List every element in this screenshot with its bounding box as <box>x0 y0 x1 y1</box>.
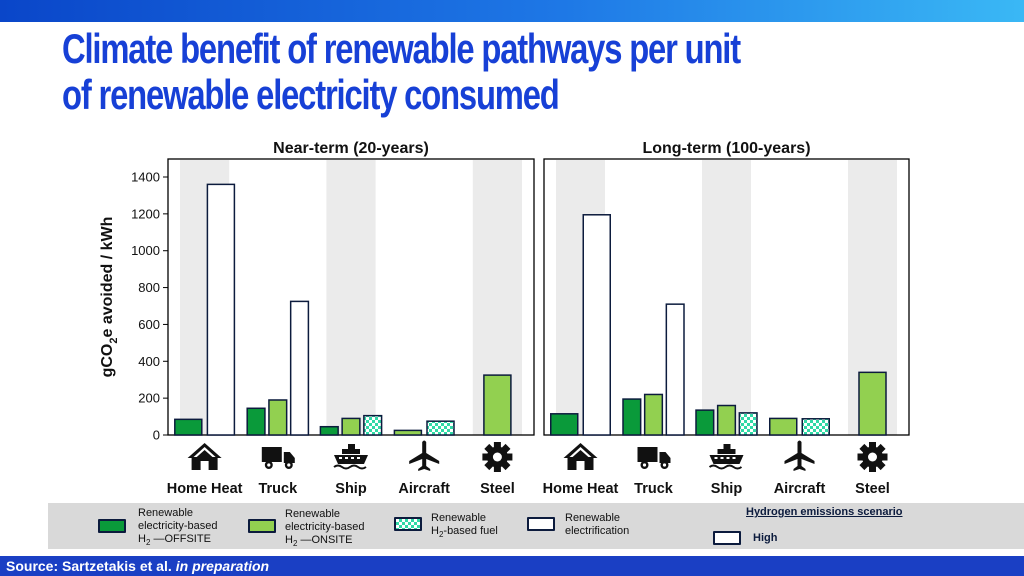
y-tick-label: 1000 <box>131 243 160 258</box>
y-axis-label: gCO2e avoided / kWh <box>99 217 120 378</box>
legend-label-h2fuel: Renewable H2-based fuel <box>431 512 498 540</box>
bar-p2-aircraft-onsite <box>769 417 798 436</box>
x-label-ship: Ship <box>711 481 743 497</box>
bar-p1-truck-onsite <box>268 399 288 436</box>
legend-label-onsite: Renewable electricity-based H2 —ONSITE <box>285 508 365 549</box>
bar-p2-aircraft-h2fuel <box>801 418 830 436</box>
bar-p2-home-heat-offsite <box>550 413 579 436</box>
home-icon <box>187 443 222 470</box>
ship-icon <box>333 444 368 470</box>
slide-title: Climate benefit of renewable pathways pe… <box>62 25 741 118</box>
bar-p2-steel-onsite <box>858 371 887 436</box>
x-label-truck: Truck <box>258 481 298 497</box>
bar-p1-ship-offsite <box>319 425 339 436</box>
y-tick-label: 1400 <box>131 170 160 185</box>
bar-p1-aircraft-h2fuel <box>426 420 455 436</box>
x-label-ship: Ship <box>335 481 367 497</box>
x-label-aircraft: Aircraft <box>774 481 826 497</box>
gear-icon <box>857 442 888 472</box>
source-status: in preparation <box>175 558 270 574</box>
source-footer: Source: Sartzetakis et al. in preparation <box>0 556 1024 576</box>
title-line-1: Climate benefit of renewable pathways pe… <box>62 25 741 72</box>
band-ship <box>326 160 376 435</box>
y-tick-label: 600 <box>138 317 160 332</box>
bar-p2-ship-h2fuel <box>738 412 758 436</box>
y-tick-label: 800 <box>138 280 160 295</box>
bar-p1-truck-offsite <box>246 407 266 436</box>
legend-label-high: High <box>753 532 778 544</box>
bar-p2-truck-electrification <box>665 303 685 436</box>
panel-title-1: Near-term (20-years) <box>273 140 429 157</box>
top-gradient-bar <box>0 0 1024 22</box>
band-ship <box>702 160 751 435</box>
truck-icon <box>261 447 295 469</box>
ship-icon <box>708 444 744 470</box>
y-tick-label: 200 <box>138 391 160 406</box>
y-tick-label: 400 <box>138 354 160 369</box>
x-label-home-heat: Home Heat <box>543 481 619 497</box>
legend-swatch-offsite <box>98 519 126 533</box>
truck-icon <box>637 447 671 469</box>
airplane-icon <box>784 440 815 471</box>
bar-p1-ship-h2fuel <box>363 414 383 436</box>
y-tick-label: 1200 <box>131 206 160 221</box>
chart-svg: Near-term (20-years) 0 200 400 600 800 1000 120… <box>99 140 910 497</box>
legend-swatch-h2fuel <box>394 517 422 531</box>
legend-label-electrification: Renewable electrification <box>565 512 630 537</box>
title-line-2: of renewable electricity consumed <box>62 71 560 118</box>
home-icon <box>563 443 598 470</box>
bar-p2-ship-onsite <box>716 404 737 436</box>
legend-swatch-high <box>713 531 741 545</box>
x-label-aircraft: Aircraft <box>398 481 450 497</box>
bar-p2-home-heat-electrification <box>582 214 611 436</box>
bar-p1-home-heat-offsite <box>174 418 203 436</box>
x-label-truck: Truck <box>634 481 674 497</box>
x-label-steel: Steel <box>480 481 515 497</box>
bar-p1-steel-onsite <box>483 374 512 436</box>
legend-scenario-title: Hydrogen emissions scenario <box>746 506 903 518</box>
legend-label-offsite: Renewable electricity-based H2 —OFFSITE <box>138 507 218 548</box>
bar-p2-truck-offsite <box>622 398 642 436</box>
x-label-steel: Steel <box>855 481 890 497</box>
bar-p1-home-heat-electrification <box>206 183 236 436</box>
x-label-home-heat: Home Heat <box>167 481 243 497</box>
panel-title-2: Long-term (100-years) <box>642 140 810 157</box>
legend-swatch-electrification <box>527 517 555 531</box>
bar-p2-ship-offsite <box>695 409 715 436</box>
gear-icon <box>482 442 513 472</box>
airplane-icon <box>409 440 440 471</box>
y-tick-label: 0 <box>153 428 160 443</box>
source-text: Source: Sartzetakis et al. <box>6 558 172 574</box>
bar-p2-truck-onsite <box>643 393 664 436</box>
legend-swatch-onsite <box>248 519 276 533</box>
bar-p1-truck-electrification <box>289 300 310 436</box>
bar-p1-aircraft-onsite <box>393 429 423 436</box>
bar-p1-ship-onsite <box>341 417 361 436</box>
